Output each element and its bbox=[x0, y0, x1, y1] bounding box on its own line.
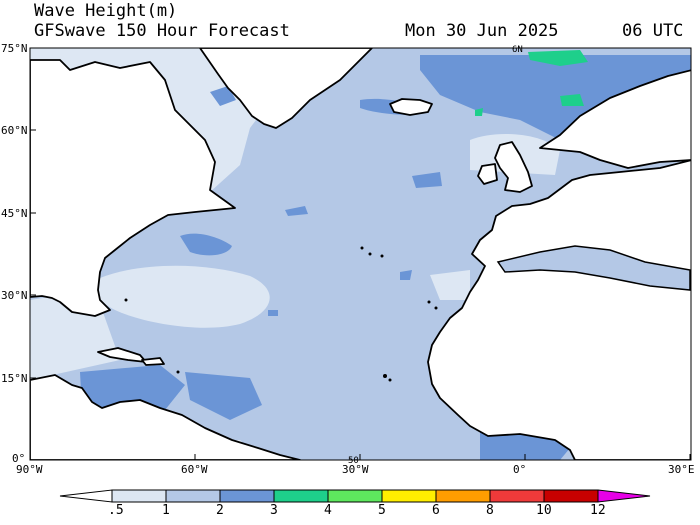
mediterranean-sea bbox=[496, 245, 691, 291]
colorbar-swatch-5 bbox=[327, 489, 383, 503]
colorbar-label-0-5: .5 bbox=[108, 503, 124, 518]
lon-ticks bbox=[29, 454, 691, 460]
lat-label-75n: 75°N bbox=[1, 42, 28, 55]
colorbar-label-4: 4 bbox=[324, 503, 332, 518]
colorbar bbox=[59, 489, 651, 503]
contour-label-b: 50 bbox=[348, 456, 359, 466]
colorbar-swatch-4 bbox=[273, 489, 329, 503]
colorbar-label-12: 12 bbox=[590, 503, 606, 518]
colorbar-label-10: 10 bbox=[536, 503, 552, 518]
land-scandinavia bbox=[539, 69, 691, 169]
forecast-date: Mon 30 Jun 2025 bbox=[405, 21, 559, 41]
colorbar-swatch-7 bbox=[435, 489, 491, 503]
forecast-label: GFSwave 150 Hour Forecast bbox=[34, 21, 290, 41]
colorbar-swatch-2 bbox=[165, 489, 221, 503]
lat-label-45n: 45°N bbox=[1, 207, 28, 220]
land-iceland bbox=[389, 98, 433, 116]
land-masses bbox=[30, 48, 691, 460]
small-islands bbox=[124, 246, 438, 382]
lon-label-0: 0° bbox=[513, 463, 527, 476]
band-3-4 bbox=[475, 50, 588, 116]
lat-label-15n: 15°N bbox=[1, 372, 28, 385]
lat-label-60n: 60°N bbox=[1, 124, 28, 137]
land-hispaniola bbox=[141, 357, 165, 366]
colorbar-label-8: 8 bbox=[486, 503, 494, 518]
land-europe-africa bbox=[427, 159, 691, 460]
lon-label-30e: 30°E bbox=[668, 463, 695, 476]
colorbar-label-6: 6 bbox=[432, 503, 440, 518]
contour-label-a: 6N bbox=[512, 45, 523, 55]
lon-label-90w: 90°W bbox=[16, 463, 43, 476]
land-central-america bbox=[30, 374, 301, 460]
land-greenland bbox=[199, 48, 373, 129]
colorbar-label-2: 2 bbox=[216, 503, 224, 518]
colorbar-swatch-8 bbox=[489, 489, 545, 503]
forecast-time: 06 UTC bbox=[622, 21, 684, 41]
land-ireland bbox=[477, 163, 498, 185]
colorbar-swatch-1 bbox=[111, 489, 167, 503]
colorbar-label-3: 3 bbox=[270, 503, 278, 518]
lat-ticks bbox=[30, 47, 36, 461]
colorbar-low-arrow bbox=[59, 489, 113, 503]
lon-label-60w: 60°W bbox=[181, 463, 208, 476]
colorbar-label-1: 1 bbox=[162, 503, 170, 518]
colorbar-swatch-3 bbox=[219, 489, 275, 503]
lon-label-30w: 30°W bbox=[342, 463, 369, 476]
land-north-america bbox=[30, 59, 236, 317]
map-title: Wave Height(m) bbox=[34, 1, 178, 21]
land-great-britain bbox=[494, 141, 533, 193]
lat-label-30n: 30°N bbox=[1, 289, 28, 302]
colorbar-label-5: 5 bbox=[378, 503, 386, 518]
lat-label-0: 0° bbox=[12, 452, 26, 465]
colorbar-swatch-9 bbox=[543, 489, 599, 503]
colorbar-swatch-6 bbox=[381, 489, 437, 503]
colorbar-high-arrow bbox=[597, 489, 651, 503]
